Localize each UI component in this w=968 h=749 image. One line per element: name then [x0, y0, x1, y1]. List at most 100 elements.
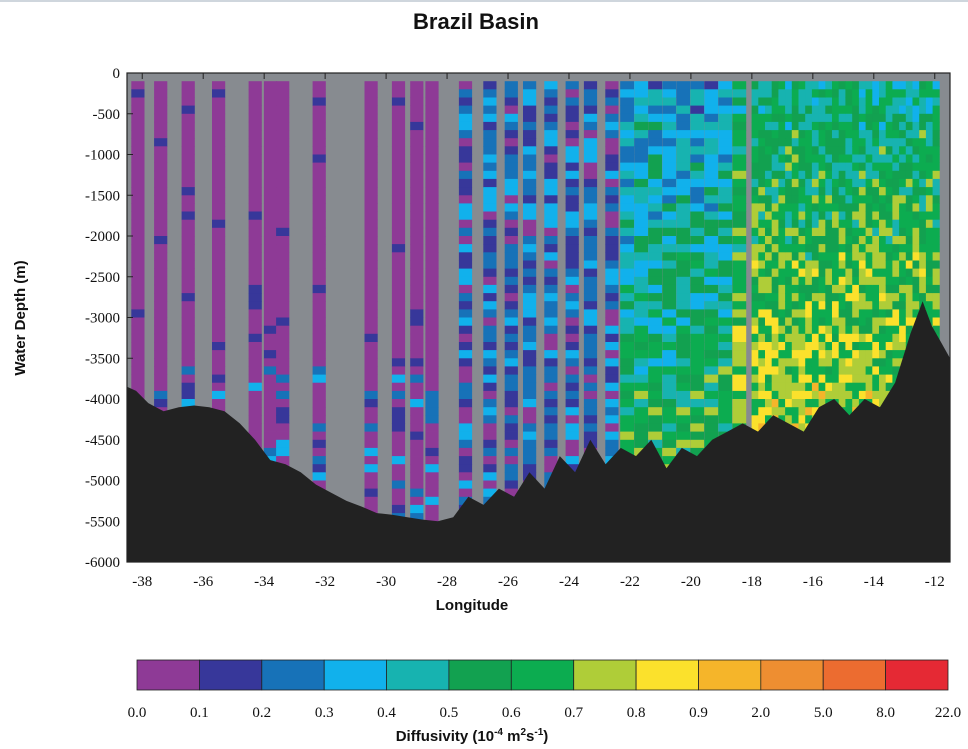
heatmap-cell	[751, 178, 759, 188]
heatmap-cell	[690, 227, 705, 237]
heatmap-cell	[805, 276, 813, 286]
heatmap-cell	[858, 130, 866, 139]
heatmap-cell	[892, 97, 900, 106]
heatmap-cell	[583, 358, 598, 367]
heatmap-cell	[504, 97, 518, 106]
heatmap-cell	[565, 276, 579, 286]
heatmap-cell	[131, 113, 145, 123]
heatmap-cell	[879, 333, 887, 343]
heatmap-cell	[676, 260, 691, 269]
heatmap-cell	[410, 423, 424, 432]
heatmap-cell	[818, 211, 826, 221]
heatmap-cell	[818, 350, 826, 359]
heatmap-cell	[605, 244, 619, 253]
heatmap-cell	[483, 399, 497, 408]
colorbar-tick-label: 0.9	[689, 705, 708, 721]
heatmap-cell	[765, 301, 773, 310]
heatmap-cell	[791, 358, 799, 367]
heatmap-cell	[825, 325, 833, 335]
heatmap-cell	[154, 113, 168, 123]
heatmap-cell	[458, 244, 473, 253]
heatmap-cell	[391, 399, 406, 408]
heatmap-cell	[648, 423, 662, 432]
heatmap-cell	[263, 439, 278, 449]
heatmap-cell	[504, 195, 518, 204]
heatmap-cell	[718, 390, 733, 400]
heatmap-cell	[504, 105, 518, 115]
heatmap-cell	[410, 187, 424, 196]
heatmap-cell	[312, 121, 326, 131]
heatmap-cell	[276, 350, 290, 359]
heatmap-cell	[919, 146, 927, 155]
heatmap-cell	[818, 203, 826, 212]
heatmap-cell	[865, 301, 873, 310]
heatmap-cell	[852, 130, 860, 139]
heatmap-cell	[919, 130, 927, 139]
x-tick-label: -34	[254, 574, 274, 590]
heatmap-cell	[885, 301, 893, 310]
y-tick-label: -3500	[85, 351, 120, 367]
heatmap-cell	[154, 121, 168, 131]
heatmap-cell	[154, 342, 168, 351]
heatmap-cell	[879, 350, 887, 359]
heatmap-cell	[523, 227, 537, 237]
heatmap-cell	[885, 130, 893, 139]
heatmap-cell	[818, 227, 826, 237]
heatmap-cell	[818, 284, 826, 294]
heatmap-cell	[648, 130, 662, 139]
heatmap-cell	[791, 154, 799, 163]
heatmap-cell	[620, 227, 634, 237]
heatmap-cell	[662, 407, 677, 416]
heatmap-cell	[905, 211, 913, 221]
heatmap-cell	[811, 284, 819, 294]
heatmap-cell	[648, 276, 662, 286]
heatmap-cell	[865, 325, 873, 335]
heatmap-cell	[544, 366, 558, 375]
heatmap-cell	[410, 496, 424, 506]
heatmap-cell	[248, 284, 262, 294]
heatmap-cell	[483, 431, 497, 441]
heatmap-cell	[885, 374, 893, 384]
heatmap-cell	[364, 121, 378, 131]
heatmap-cell	[818, 325, 826, 335]
heatmap-cell	[544, 130, 558, 139]
heatmap-cell	[785, 81, 793, 90]
heatmap-cell	[872, 219, 880, 229]
heatmap-cell	[662, 439, 677, 449]
heatmap-cell	[932, 293, 940, 302]
heatmap-cell	[879, 203, 887, 212]
heatmap-cell	[620, 358, 634, 367]
x-tick-label: -14	[864, 574, 884, 590]
heatmap-cell	[391, 504, 406, 514]
heatmap-cell	[751, 423, 759, 432]
heatmap-cell	[865, 113, 873, 123]
heatmap-cell	[410, 195, 424, 204]
heatmap-cell	[932, 89, 940, 98]
heatmap-cell	[785, 97, 793, 106]
heatmap-cell	[818, 399, 826, 408]
heatmap-cell	[892, 89, 900, 98]
heatmap-cell	[838, 293, 846, 302]
heatmap-cell	[832, 195, 840, 204]
heatmap-cell	[805, 219, 813, 229]
heatmap-cell	[648, 415, 662, 424]
heatmap-cell	[662, 456, 677, 465]
heatmap-cell	[458, 488, 473, 498]
heatmap-cell	[704, 113, 719, 123]
heatmap-cell	[312, 146, 326, 155]
heatmap-cell	[925, 105, 933, 115]
heatmap-cell	[838, 390, 846, 400]
heatmap-cell	[912, 219, 920, 229]
x-tick-label: -22	[620, 574, 640, 590]
heatmap-cell	[838, 89, 846, 98]
heatmap-cell	[838, 399, 846, 408]
heatmap-cell	[852, 89, 860, 98]
heatmap-cell	[410, 342, 424, 351]
heatmap-cell	[704, 97, 719, 106]
heatmap-cell	[798, 97, 806, 106]
heatmap-cell	[791, 382, 799, 392]
heatmap-cell	[504, 244, 518, 253]
heatmap-cell	[276, 268, 290, 278]
heatmap-cell	[771, 227, 779, 237]
heatmap-cell	[852, 317, 860, 327]
